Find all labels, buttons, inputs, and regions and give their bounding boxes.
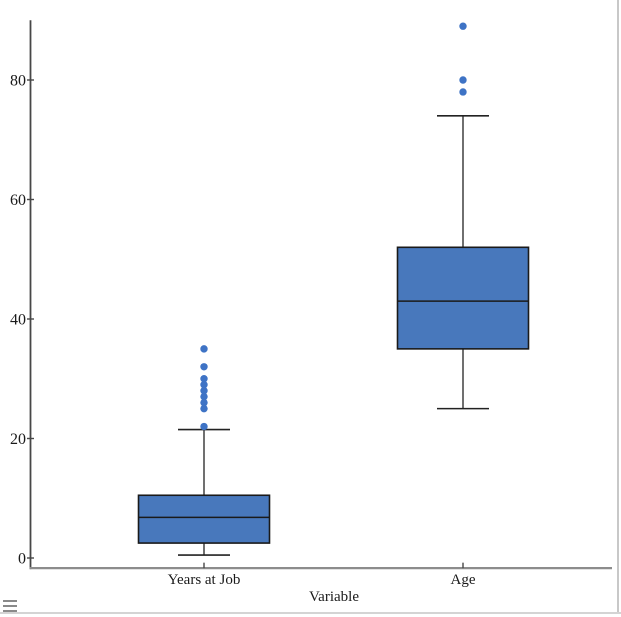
- y-tick-label: 0: [18, 551, 26, 568]
- outlier-point[interactable]: [200, 345, 208, 353]
- y-tick-label: 80: [10, 73, 26, 90]
- outlier-point[interactable]: [200, 381, 208, 389]
- y-tick-label: 40: [10, 312, 26, 329]
- outlier-point[interactable]: [200, 387, 208, 395]
- window-bottom-border: [0, 612, 621, 614]
- menu-bar: [3, 600, 17, 602]
- y-tick-label: 20: [10, 431, 26, 448]
- outlier-point[interactable]: [459, 76, 467, 84]
- window-right-border: [617, 0, 619, 613]
- x-category-label: Years at Job: [168, 572, 241, 588]
- outlier-point[interactable]: [200, 363, 208, 371]
- x-category-label: Age: [451, 572, 476, 588]
- outlier-point[interactable]: [200, 422, 208, 431]
- box-years-at-job[interactable]: [137, 494, 271, 544]
- outlier-point[interactable]: [459, 22, 467, 30]
- menu-bar: [3, 605, 17, 607]
- box-age[interactable]: [396, 246, 530, 350]
- outlier-point[interactable]: [200, 392, 208, 401]
- outlier-point[interactable]: [200, 375, 208, 383]
- menu-bar: [3, 610, 17, 612]
- outlier-point[interactable]: [200, 398, 208, 407]
- y-tick-label: 60: [10, 192, 26, 209]
- hamburger-menu-icon[interactable]: [3, 600, 17, 612]
- outlier-point[interactable]: [459, 88, 467, 96]
- x-axis-title: Variable: [309, 589, 359, 605]
- outlier-point[interactable]: [200, 404, 208, 413]
